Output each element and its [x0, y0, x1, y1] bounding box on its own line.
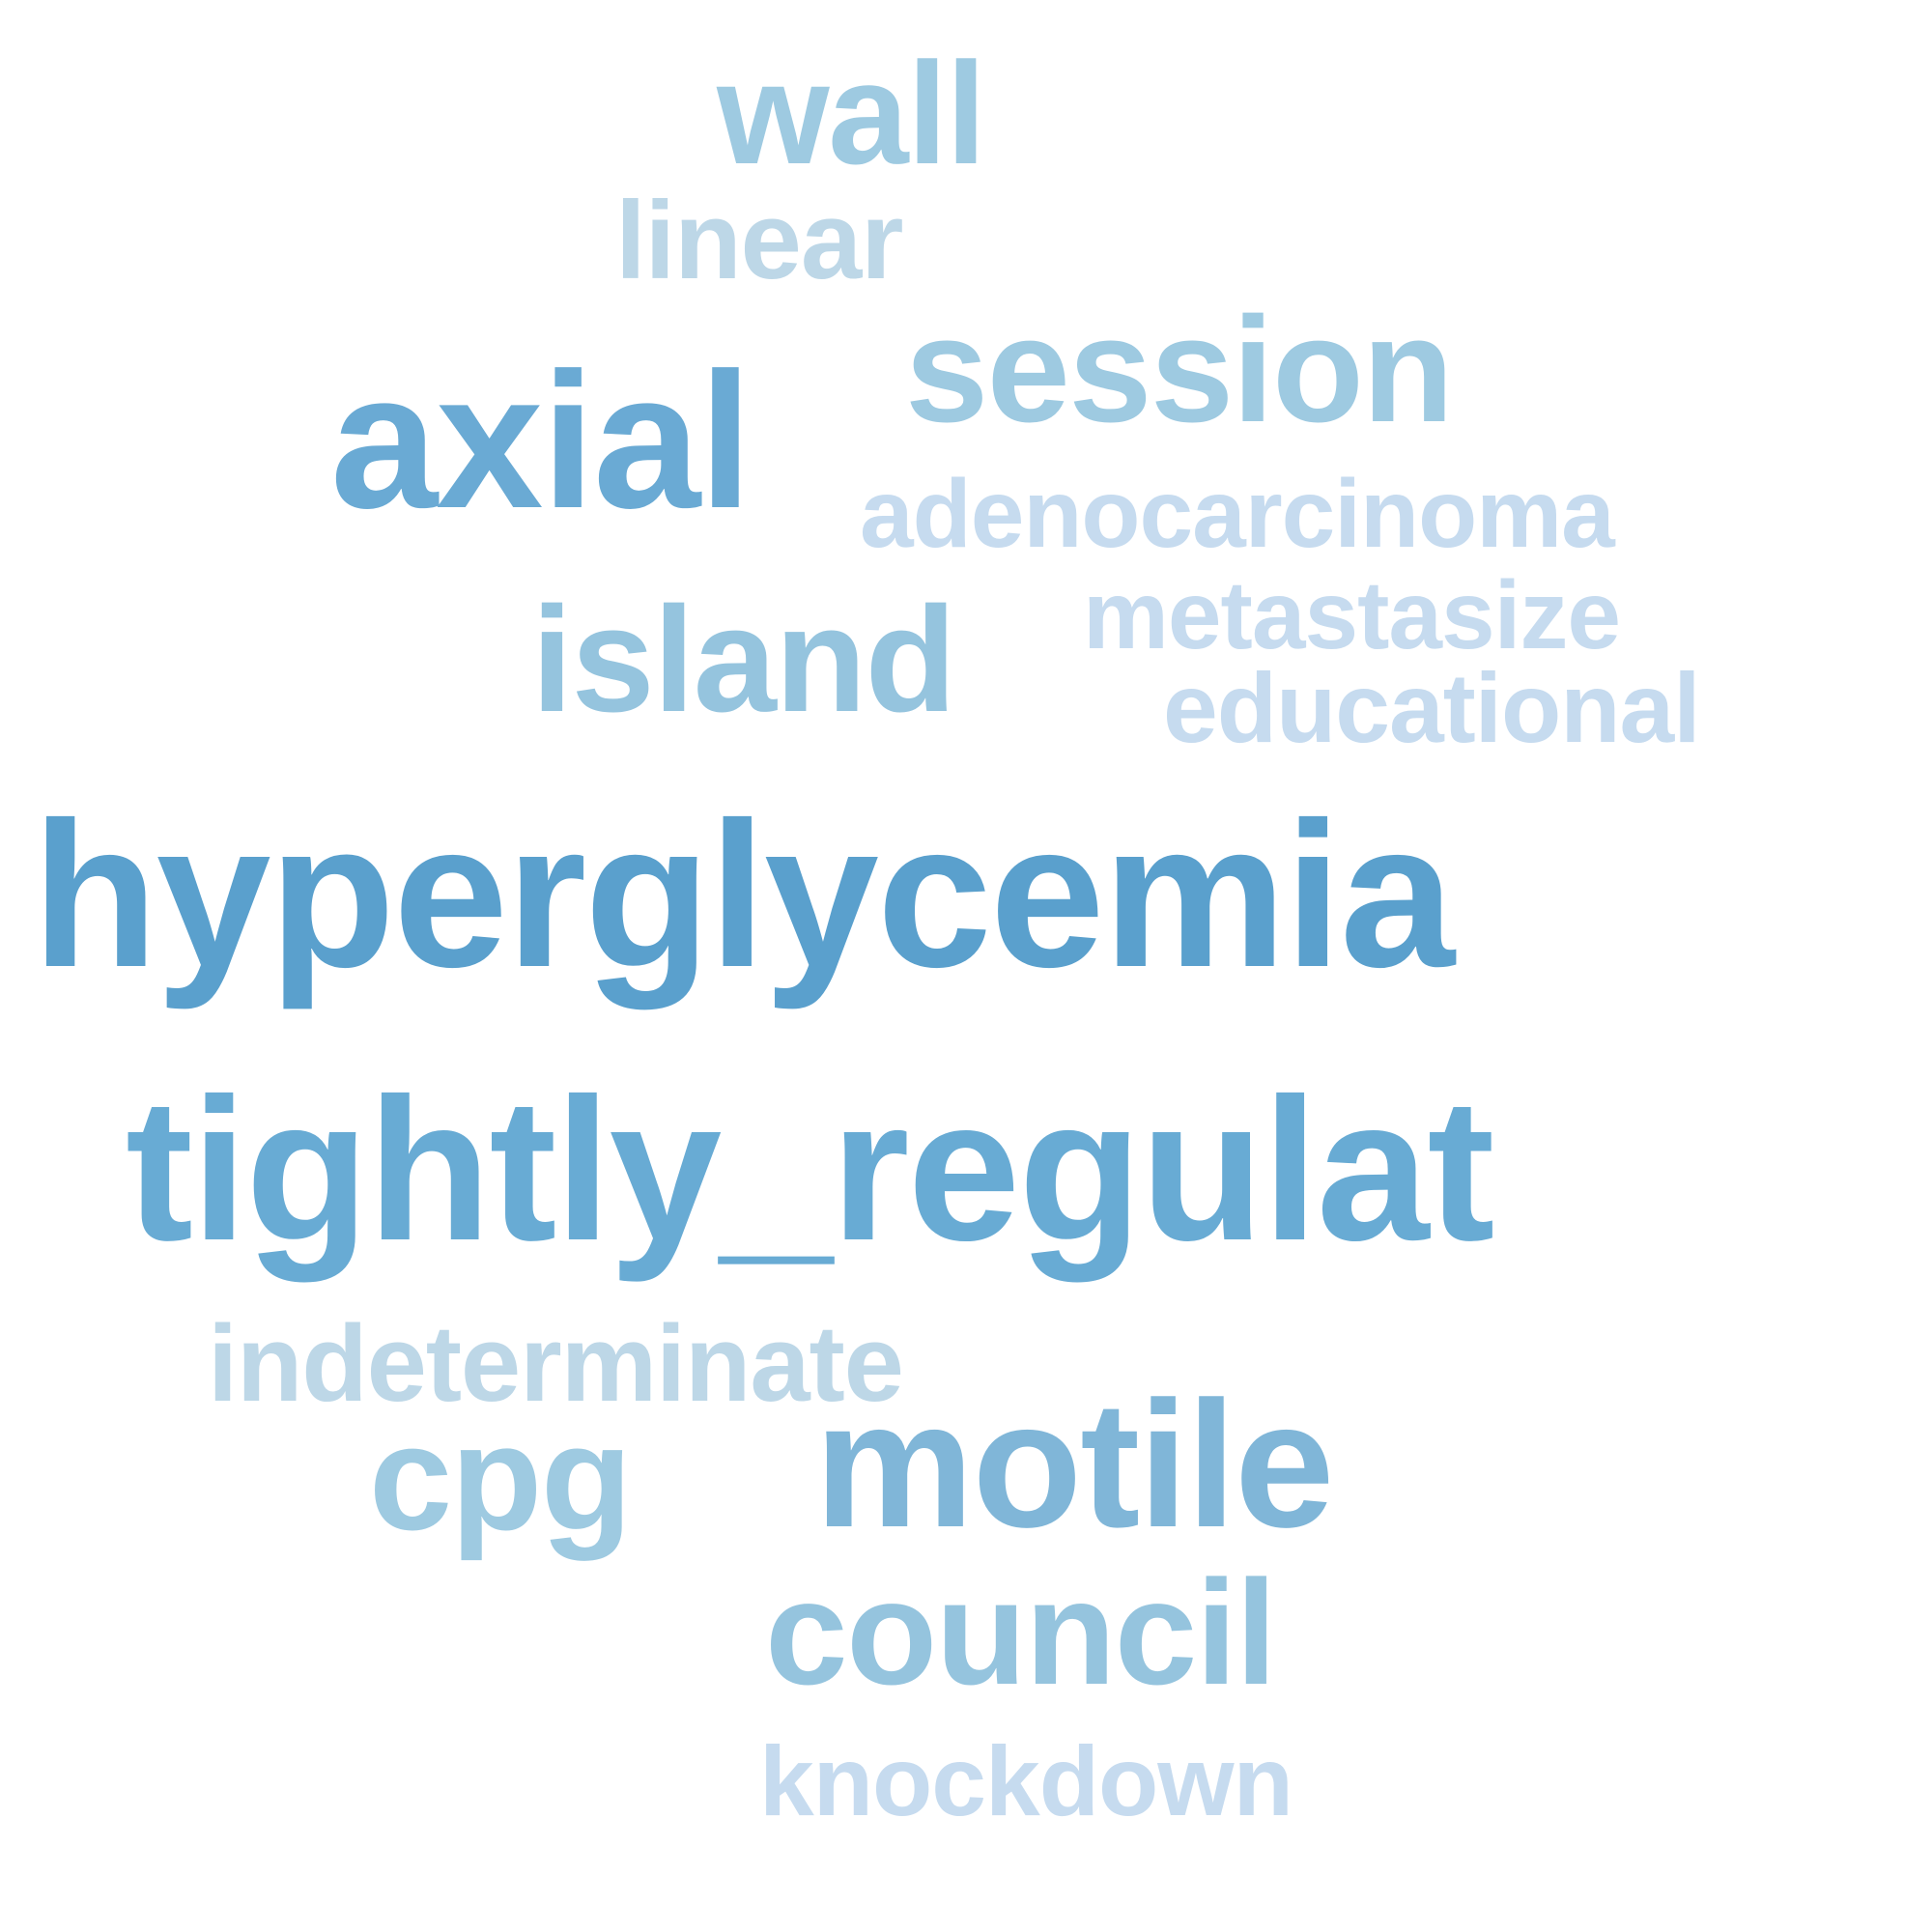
word-council: council [765, 1549, 1277, 1716]
word-educational: educational [1163, 653, 1701, 763]
word-motile: motile [814, 1365, 1334, 1565]
word-cpg: cpg [369, 1394, 632, 1561]
word-metastasize: metastasize [1083, 561, 1621, 669]
word-wall: wall [717, 32, 986, 194]
word-session: session [905, 286, 1454, 453]
word-adenocarcinoma: adenocarcinoma [860, 460, 1615, 568]
word-indeterminate: indeterminate [208, 1303, 904, 1424]
word-hyperglycemia: hyperglycemia [32, 780, 1455, 1010]
word-axial: axial [330, 333, 753, 549]
word-linear: linear [615, 180, 903, 302]
word-tightly-regulat: tightly_regulat [126, 1056, 1494, 1283]
word-knockdown: knockdown [759, 1726, 1293, 1836]
word-island: island [531, 576, 956, 743]
